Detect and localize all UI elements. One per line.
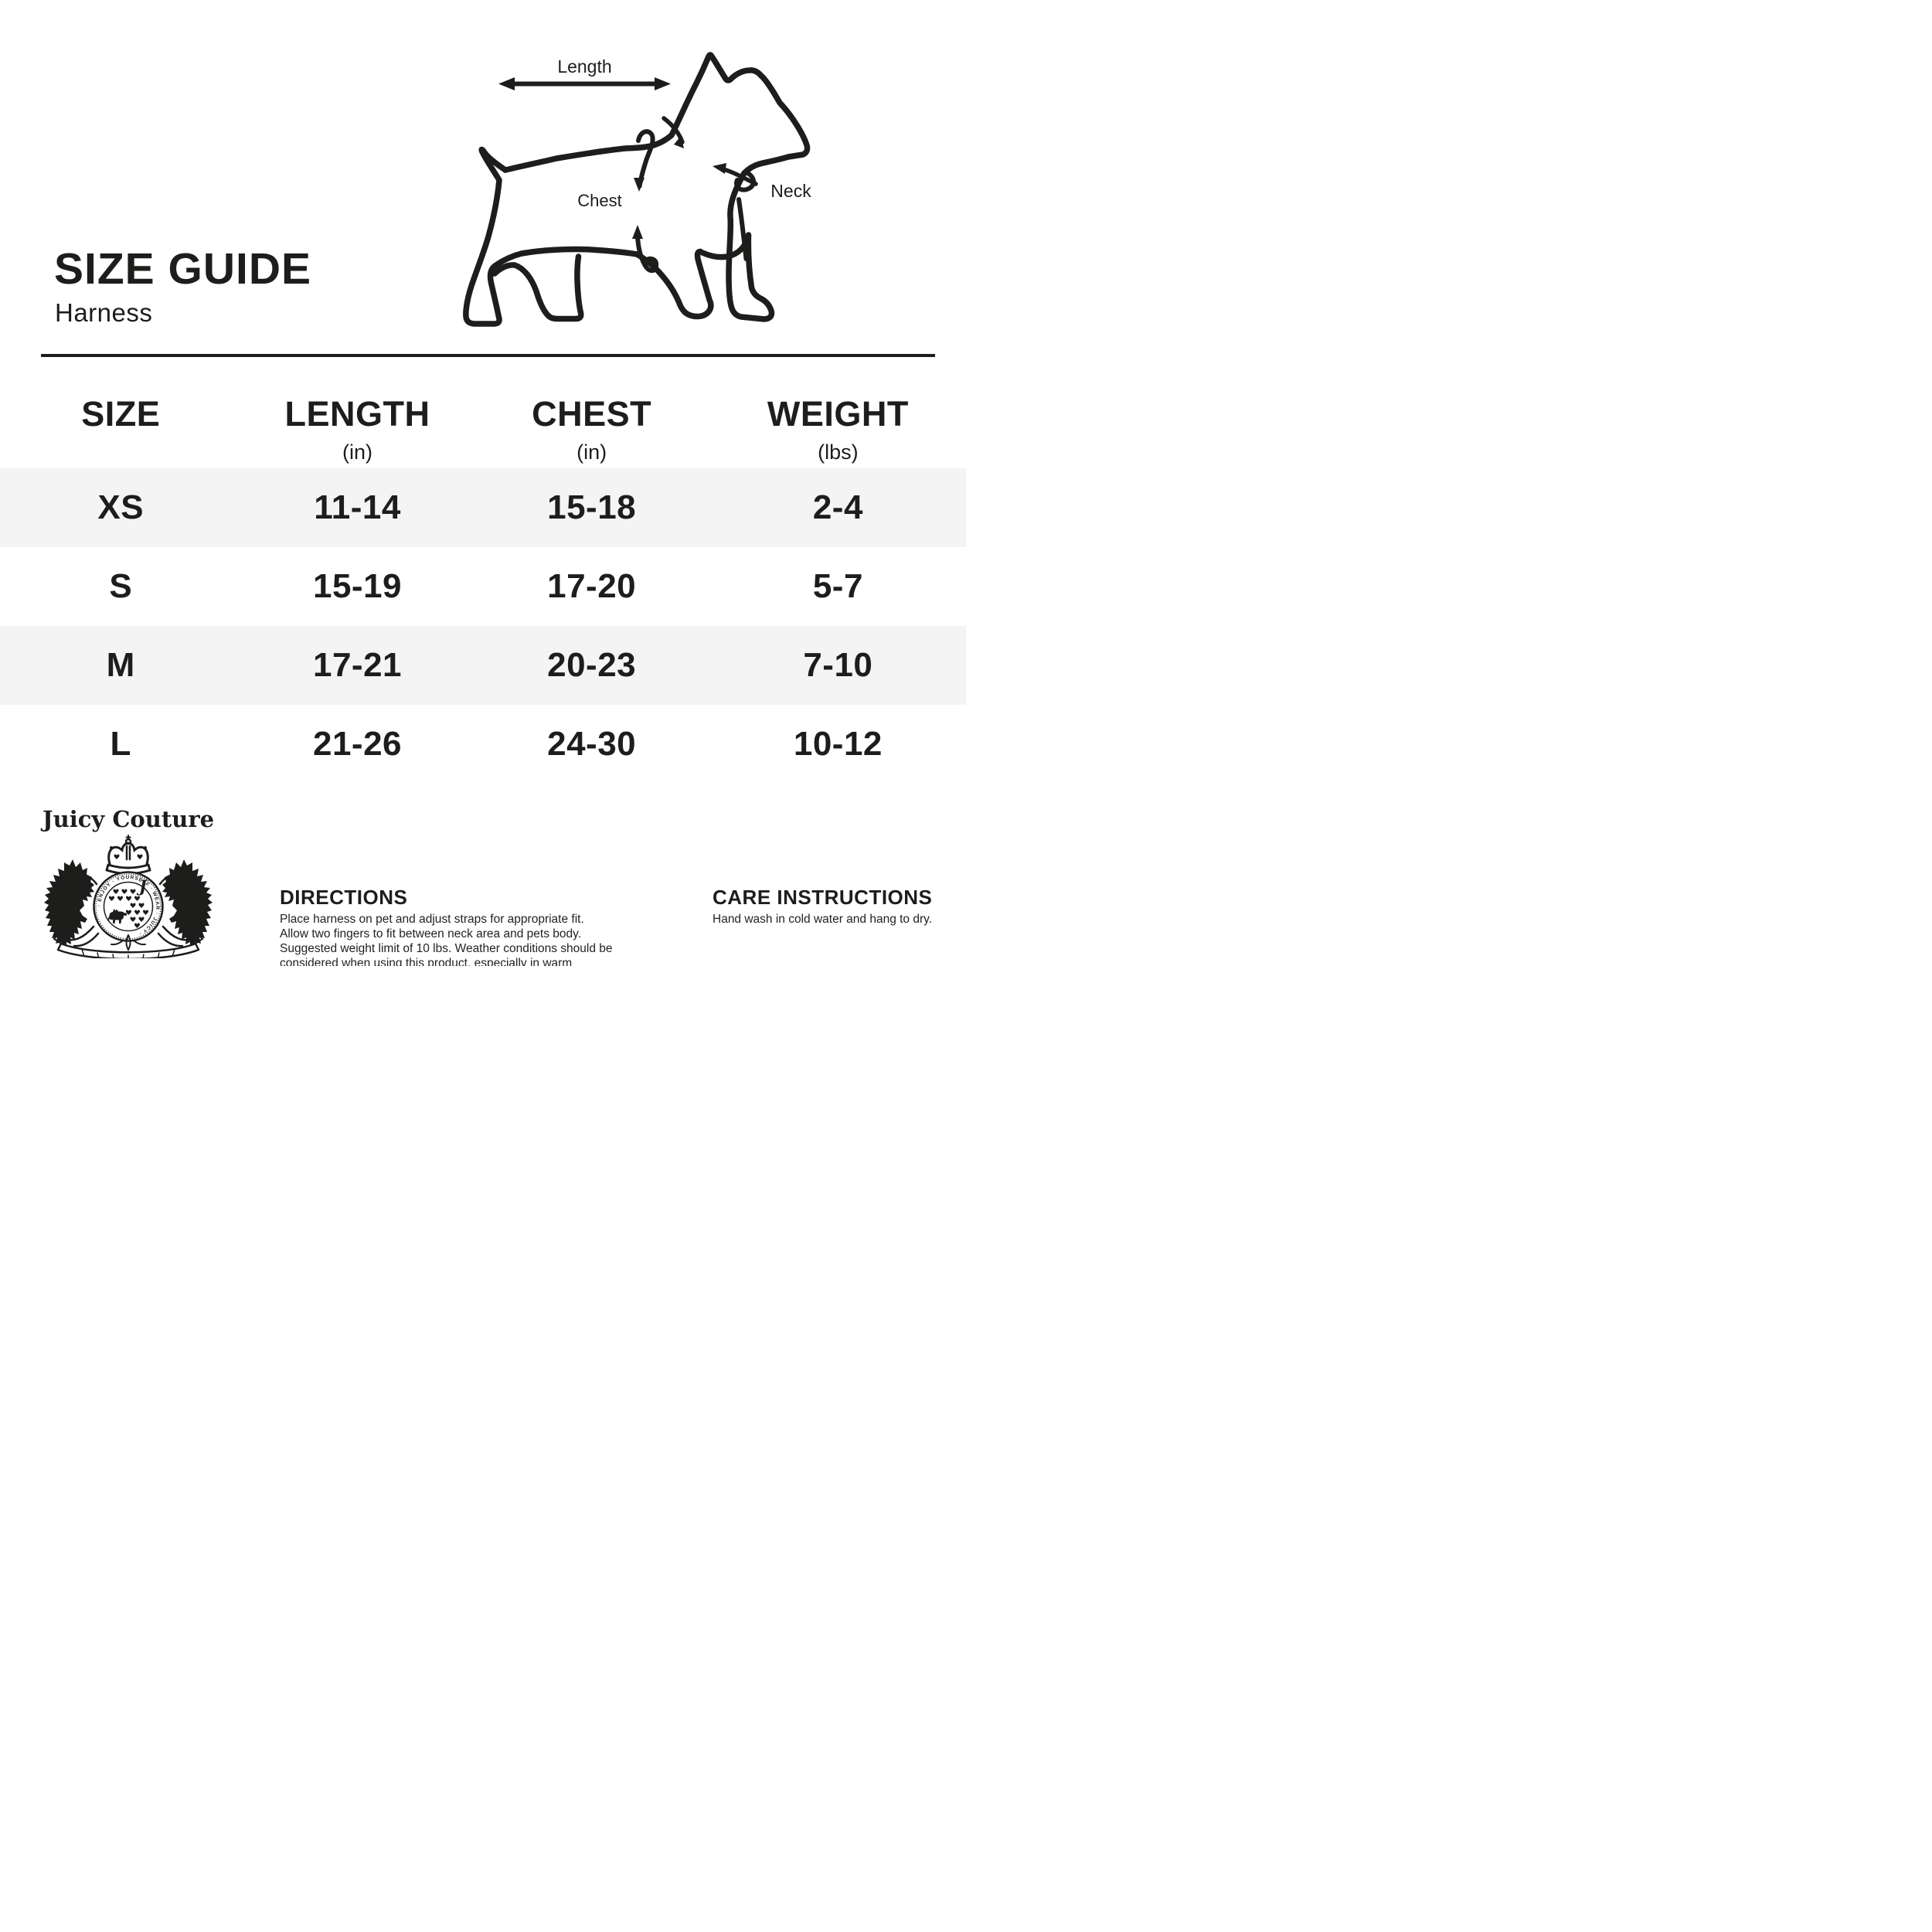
chest-label: Chest xyxy=(577,191,621,210)
brand-crest: · ENJOY · YOURSELF · WEAR · JUICY · J xyxy=(44,835,213,958)
chest-arrow xyxy=(635,129,659,274)
col-header-weight: WEIGHT (lbs) xyxy=(767,394,909,464)
cell-length: 17-21 xyxy=(312,646,403,684)
directions-section: DIRECTIONS Place harness on pet and adju… xyxy=(280,887,643,966)
length-label: Length xyxy=(557,56,611,77)
cell-length: 15-19 xyxy=(312,567,403,605)
page-title: SIZE GUIDE xyxy=(54,244,312,294)
table-row-m: M 17-21 20-23 7-10 xyxy=(0,626,966,705)
cell-size: XS xyxy=(97,488,145,526)
cell-chest: 17-20 xyxy=(547,567,637,605)
cell-length: 21-26 xyxy=(312,725,403,763)
directions-body: Place harness on pet and adjust straps f… xyxy=(280,913,613,966)
size-table-body: XS 11-14 15-18 2-4 S 15-19 17-20 5-7 M 1… xyxy=(0,468,966,784)
crest-ring-beads xyxy=(95,873,162,940)
size-guide-sheet: SIZE GUIDE Harness xyxy=(0,0,966,966)
table-row-s: S 15-19 17-20 5-7 xyxy=(0,547,966,626)
cell-weight: 2-4 xyxy=(812,488,863,526)
crown-jewels xyxy=(110,846,147,859)
size-table-header: SIZE LENGTH (in) CHEST (in) WEIGHT (lbs) xyxy=(0,391,966,465)
dog-measurement-diagram: Length Chest Neck xyxy=(463,52,811,327)
care-instructions-section: CARE INSTRUCTIONS Hand wash in cold wate… xyxy=(713,887,964,927)
length-arrow xyxy=(498,77,671,90)
scottie-right xyxy=(162,859,213,949)
divider-rule xyxy=(41,354,935,357)
page-subtitle: Harness xyxy=(55,298,153,327)
col-header-chest: CHEST (in) xyxy=(532,394,652,464)
cell-weight: 10-12 xyxy=(793,725,883,763)
cell-size: M xyxy=(106,646,135,684)
directions-heading: DIRECTIONS xyxy=(280,886,408,909)
crest-initial: J xyxy=(136,876,148,896)
scottie-left xyxy=(44,859,94,949)
brand-wordmark: Juicy Couture xyxy=(42,806,215,832)
cell-length: 11-14 xyxy=(314,488,401,526)
neck-label: Neck xyxy=(770,181,811,201)
col-header-size: SIZE xyxy=(81,394,161,434)
cell-weight: 5-7 xyxy=(812,567,863,605)
col-header-length: LENGTH (in) xyxy=(284,394,430,464)
cell-weight: 7-10 xyxy=(803,646,873,684)
dog-outline xyxy=(463,52,811,327)
cell-chest: 24-30 xyxy=(547,725,637,763)
crown-icon xyxy=(105,835,151,875)
crest-ring-inner xyxy=(103,881,154,932)
crest-fleur xyxy=(111,934,146,952)
care-heading: CARE INSTRUCTIONS xyxy=(713,886,933,909)
cell-chest: 15-18 xyxy=(547,488,637,526)
care-body: Hand wash in cold water and hang to dry. xyxy=(713,913,933,926)
table-row-l: L 21-26 24-30 10-12 xyxy=(0,705,966,784)
cell-size: S xyxy=(109,567,133,605)
crest-mini-dog xyxy=(107,909,128,923)
cell-chest: 20-23 xyxy=(547,646,637,684)
table-row-xs: XS 11-14 15-18 2-4 xyxy=(0,468,966,547)
crest-ribbon xyxy=(53,934,204,958)
cell-size: L xyxy=(110,725,131,763)
